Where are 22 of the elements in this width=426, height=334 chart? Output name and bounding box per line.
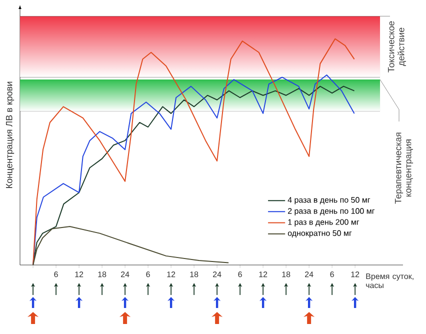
legend-label: 1 раз в день 200 мг (288, 219, 360, 226)
x-axis-title: Время суток, часы (366, 274, 414, 288)
x-tick-label: 24 (305, 272, 314, 278)
x-tick-label: 18 (98, 272, 106, 278)
x-tick-label: 18 (190, 272, 198, 278)
x-tick-label: 12 (351, 272, 360, 278)
x-tick-label: 24 (121, 272, 130, 278)
legend-label: однократно 50 мг (288, 230, 352, 238)
x-tick-label: 18 (282, 272, 290, 278)
x-tick-label: 6 (238, 272, 242, 278)
x-tick-label: 6 (146, 272, 150, 278)
x-tick-label: 24 (213, 272, 222, 278)
legend-label: 4 раза в день по 50 мг (288, 197, 370, 204)
x-tick-label: 6 (330, 272, 334, 278)
band-label: Токсическое действие (388, 21, 406, 72)
x-tick-label: 12 (259, 272, 268, 278)
band-label: Терапевтическая концентрация (394, 132, 414, 204)
x-tick-label: 6 (54, 272, 58, 278)
y-axis-title: Концентрация ЛВ в крови (6, 82, 14, 188)
x-tick-label: 12 (75, 272, 84, 278)
legend-label: 2 раза в день по 100 мг (288, 208, 375, 216)
x-tick-label: 12 (167, 272, 176, 278)
